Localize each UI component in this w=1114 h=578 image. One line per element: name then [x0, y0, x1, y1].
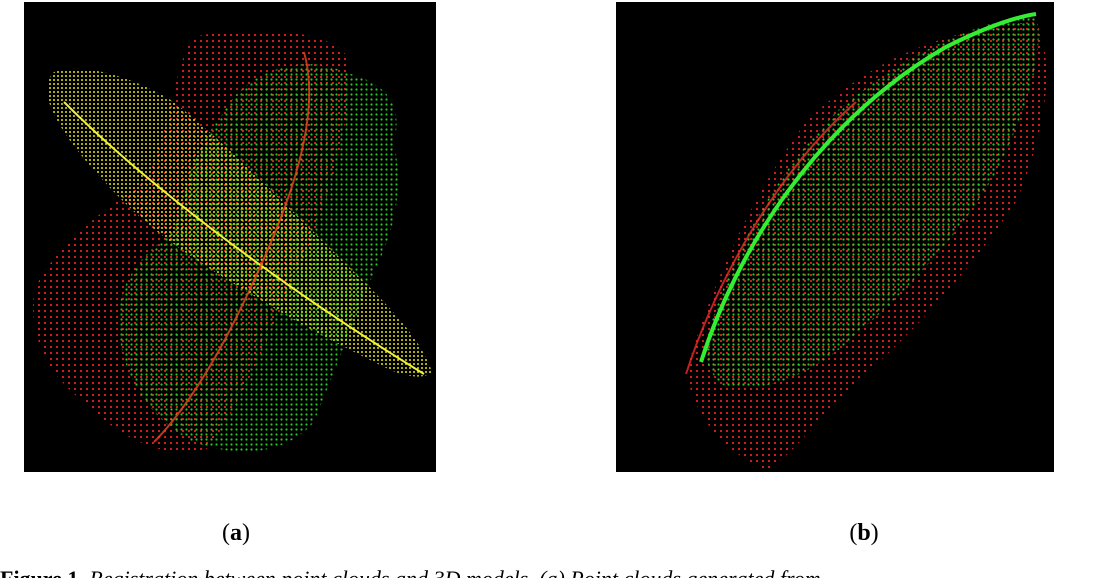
figure-caption: Figure 1. Registration between point clo…: [0, 568, 1114, 578]
figure-panel-a: [24, 2, 436, 472]
figure-panel-b: [616, 2, 1054, 472]
point-cloud-plot-b: [616, 2, 1054, 472]
point-cloud-plot-a: [24, 2, 436, 472]
panel-a-label: (a): [222, 520, 250, 547]
caption-text: Registration between point clouds and 3D…: [89, 568, 820, 578]
caption-lead: Figure 1.: [0, 568, 84, 578]
panel-b-label: (b): [849, 520, 878, 547]
